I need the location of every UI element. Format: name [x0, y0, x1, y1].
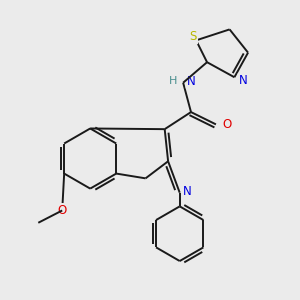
Text: N: N — [238, 74, 247, 87]
Text: S: S — [190, 30, 197, 44]
Text: O: O — [222, 118, 231, 131]
Text: N: N — [187, 75, 195, 88]
Text: H: H — [169, 76, 177, 86]
Text: N: N — [182, 185, 191, 198]
Text: O: O — [58, 204, 67, 217]
